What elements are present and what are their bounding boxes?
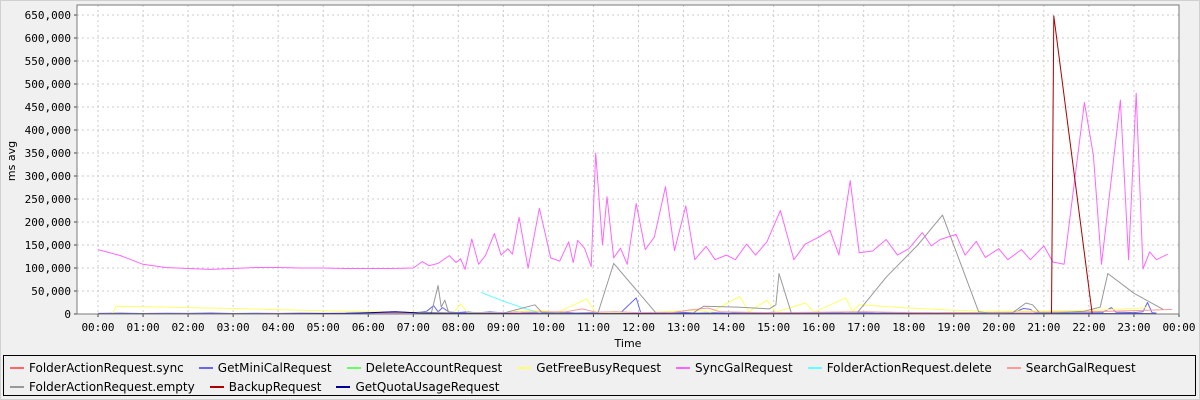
legend-row-2: FolderActionRequest.empty BackupRequest Ge…: [10, 377, 1195, 396]
y-tick-label: 400,000: [25, 124, 71, 137]
y-tick-label: 150,000: [25, 239, 71, 252]
legend-swatch-icon: [676, 366, 691, 369]
legend-swatch-icon: [807, 366, 822, 369]
x-tick-label: 18:00: [892, 321, 925, 334]
x-tick-label: 04:00: [262, 321, 295, 334]
y-axis-title: ms avg: [5, 141, 18, 181]
y-tick-label: 50,000: [31, 285, 71, 298]
x-tick-label: 15:00: [757, 321, 790, 334]
gridlines: [77, 5, 1180, 314]
y-tick-label: 100,000: [25, 262, 71, 275]
legend-label: BackupRequest: [228, 379, 322, 394]
x-tick-label: 08:00: [442, 321, 475, 334]
y-tick-label: 300,000: [25, 170, 71, 183]
x-tick-label: 01:00: [126, 321, 159, 334]
x-tick-label: 11:00: [577, 321, 610, 334]
legend-swatch-icon: [1006, 366, 1021, 369]
legend-item-BackupRequest: BackupRequest: [209, 379, 322, 394]
x-tick-label: 07:00: [397, 321, 430, 334]
legend-label: SearchGalRequest: [1025, 360, 1136, 375]
chart-canvas: ms avg Time 0 50,000 100,000 150,000 200,000…: [5, 4, 1196, 350]
legend-item-GetQuotaUsageRequest: GetQuotaUsageRequest: [336, 380, 499, 394]
y-tick-label: 600,000: [25, 32, 71, 45]
legend-label: GetFreeBusyRequest: [536, 360, 662, 375]
legend-swatch-icon: [209, 385, 224, 388]
x-tick-label: 16:00: [802, 321, 835, 334]
legend-label: FolderActionRequest.empty: [29, 379, 195, 394]
y-tick-label: 500,000: [25, 78, 71, 91]
legend-label: FolderActionRequest.sync: [29, 360, 184, 375]
legend-item-DeleteAccountRequest: DeleteAccountRequest: [346, 360, 503, 375]
x-tick-label: 09:00: [487, 321, 520, 334]
x-tick-label: 21:00: [1027, 321, 1060, 334]
legend-swatch-icon: [336, 385, 351, 388]
x-tick-label: 22:00: [1072, 321, 1105, 334]
x-tick-label: 06:00: [352, 321, 385, 334]
legend-item-FolderActionRequest.delete: FolderActionRequest.delete: [807, 360, 992, 375]
y-tick-label: 350,000: [25, 147, 71, 160]
plot-frame: [76, 4, 1180, 315]
y-tick-label: 450,000: [25, 101, 71, 114]
legend-item-GetMiniCalRequest: GetMiniCalRequest: [198, 360, 332, 375]
legend-label: GetMiniCalRequest: [217, 360, 332, 375]
legend-label: DeleteAccountRequest: [365, 360, 503, 375]
x-axis-title: Time: [614, 337, 642, 350]
legend-swatch-icon: [517, 366, 532, 369]
series-line-FolderActionRequest.delete: [480, 291, 542, 314]
x-tick-label: 20:00: [982, 321, 1015, 334]
chart-legend: FolderActionRequest.sync GetMiniCalReques…: [3, 355, 1196, 396]
x-tick-label: 14:00: [712, 321, 745, 334]
y-tick-label: 250,000: [25, 193, 71, 206]
series-line-SyncGalRequest: [97, 92, 1168, 270]
plot-background: [77, 5, 1179, 314]
x-tick-label: 02:00: [172, 321, 205, 334]
x-tick-label: 00:00: [1162, 321, 1195, 334]
legend-row-1: FolderActionRequest.sync GetMiniCalReques…: [10, 358, 1195, 377]
x-tick-label: 03:00: [217, 321, 250, 334]
legend-label: FolderActionRequest.delete: [826, 360, 992, 375]
legend-swatch-icon: [10, 385, 24, 388]
x-tick-label: 12:00: [622, 321, 655, 334]
y-tick-label: 0: [64, 308, 71, 321]
y-tick-label: 200,000: [25, 216, 71, 229]
plot-area: 0 50,000 100,000 150,000 200,000 250,000 300,0…: [25, 4, 1196, 334]
x-tick-label: 19:00: [937, 321, 970, 334]
legend-item-SyncGalRequest: SyncGalRequest: [676, 361, 793, 375]
x-tick-label: 23:00: [1117, 321, 1150, 334]
legend-label: SyncGalRequest: [695, 360, 793, 375]
y-tick-label: 550,000: [25, 55, 71, 68]
y-tick-label: 650,000: [25, 9, 71, 22]
legend-swatch-icon: [198, 366, 213, 369]
legend-item-GetFreeBusyRequest: GetFreeBusyRequest: [517, 361, 661, 375]
legend-label: GetQuotaUsageRequest: [355, 379, 500, 394]
x-tick-label: 13:00: [667, 321, 700, 334]
legend-item-FolderActionRequest.sync: FolderActionRequest.sync: [10, 361, 184, 375]
axis-tick-labels: 0 50,000 100,000 150,000 200,000 250,000 300,0…: [25, 9, 1196, 334]
x-tick-label: 17:00: [847, 321, 880, 334]
x-tick-label: 05:00: [307, 321, 340, 334]
legend-swatch-icon: [346, 366, 361, 369]
legend-swatch-icon: [10, 366, 24, 369]
legend-item-FolderActionRequest.empty: FolderActionRequest.empty: [10, 380, 195, 394]
x-tick-label: 00:00: [81, 321, 114, 334]
legend-item-SearchGalRequest: SearchGalRequest: [1006, 360, 1136, 375]
x-tick-label: 10:00: [532, 321, 565, 334]
